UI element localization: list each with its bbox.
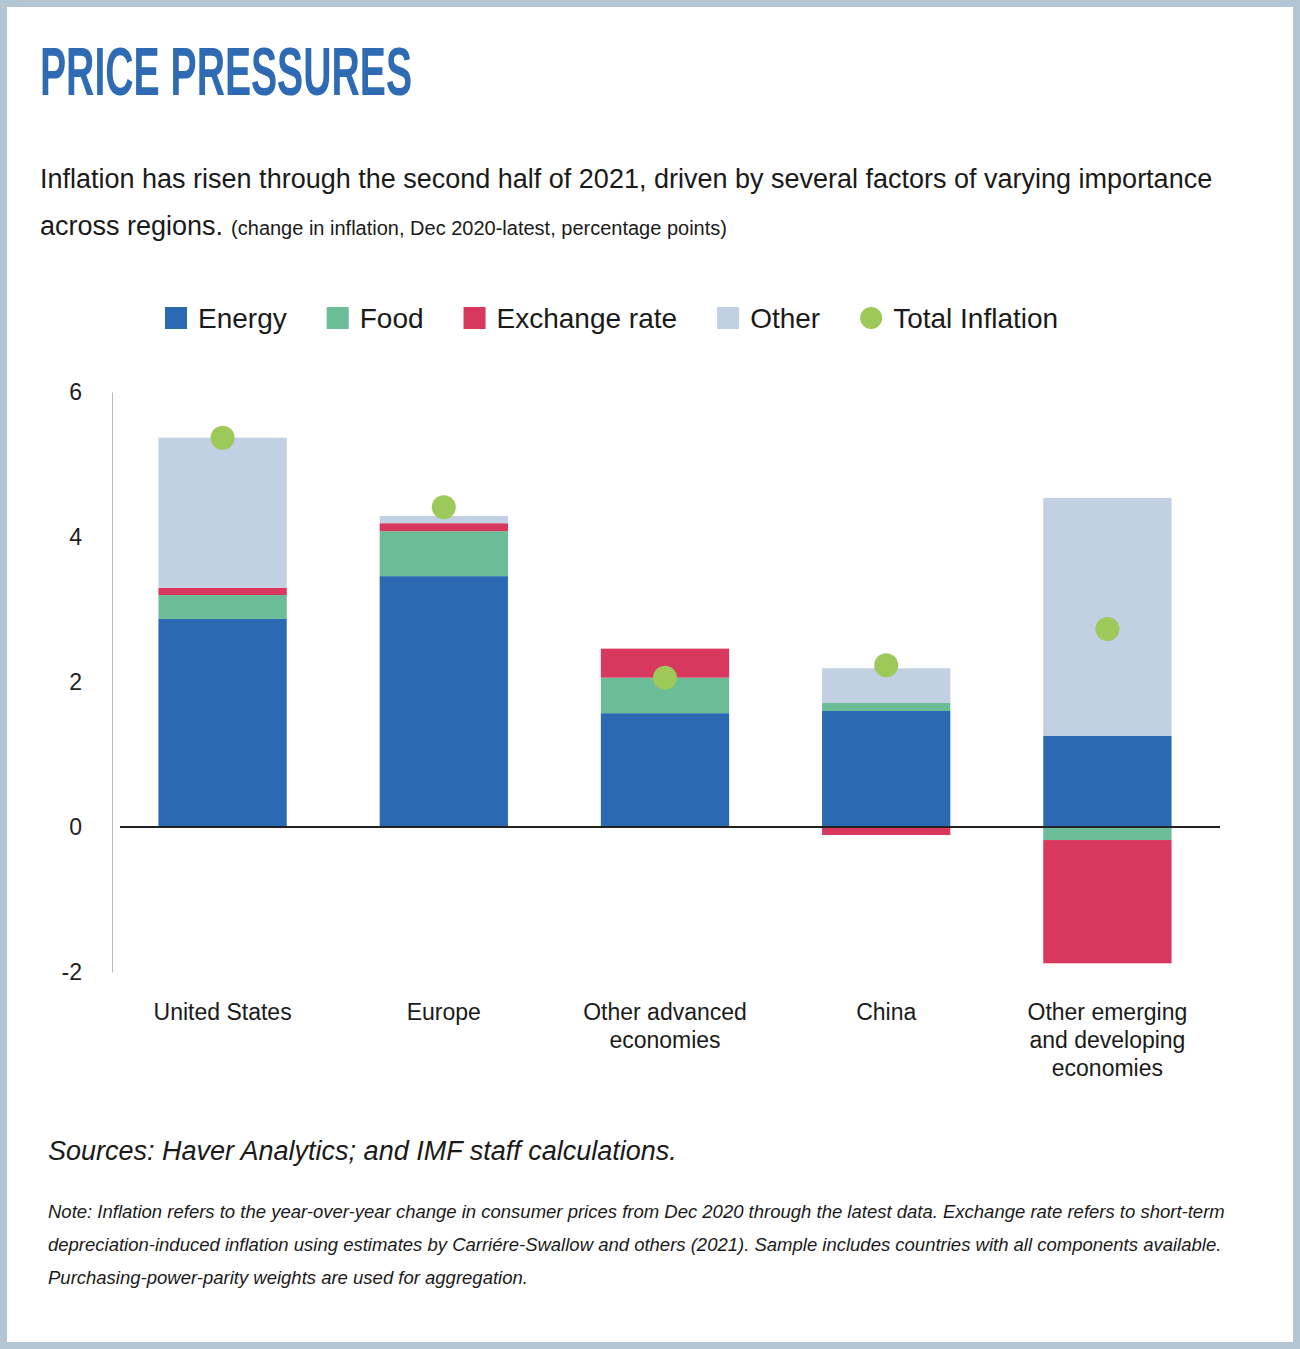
bar — [822, 827, 950, 835]
legend-swatch — [165, 307, 187, 329]
legend-swatch — [860, 307, 882, 329]
text-line: China — [856, 999, 916, 1025]
bar — [158, 595, 286, 619]
y-tick: 4 — [69, 524, 112, 550]
chart-root: PRICE PRESSURES Inflation has risen throu… — [0, 0, 1300, 1349]
text-line: Purchasing-power-parity weights are used… — [48, 1267, 528, 1288]
bar — [1043, 498, 1171, 736]
legend-item: Food — [327, 303, 424, 334]
text-line: economies — [1052, 1055, 1163, 1081]
bar — [822, 703, 950, 711]
bar — [1043, 840, 1171, 963]
point — [874, 653, 898, 677]
bar — [158, 588, 286, 595]
bar — [601, 713, 729, 827]
legend-item: Energy — [165, 303, 287, 334]
text-line: United States — [154, 999, 292, 1025]
legend-label: Energy — [198, 303, 287, 334]
chart-title: PRICE PRESSURES — [40, 33, 412, 109]
bar — [380, 576, 508, 827]
text-line: economies — [609, 1027, 720, 1053]
x-tick: China — [856, 999, 916, 1025]
legend-swatch — [327, 307, 349, 329]
y-tick-label: 2 — [69, 669, 82, 695]
y-tick-label: 4 — [69, 524, 82, 550]
legend-item: Exchange rate — [464, 303, 678, 334]
text-line: and developing — [1029, 1027, 1185, 1053]
point — [653, 666, 677, 690]
y-tick: 0 — [69, 814, 112, 840]
y-tick: 6 — [69, 379, 112, 405]
y-axis: -2 0 2 4 6 — [62, 379, 113, 985]
text-line: Europe — [407, 999, 481, 1025]
bar — [158, 619, 286, 827]
frame-panel — [7, 7, 1293, 1342]
text-line: across regions. — [40, 211, 223, 241]
legend-label: Total Inflation — [893, 303, 1058, 334]
zero-line — [120, 826, 1220, 828]
point — [1095, 617, 1119, 641]
y-axis-title: (change in inflation, Dec 2020-latest, p… — [231, 217, 727, 239]
frame-border — [0, 0, 1300, 1349]
bar — [1043, 827, 1171, 840]
legend-label: Other — [750, 303, 820, 334]
legend-label: Exchange rate — [497, 303, 678, 334]
point — [432, 495, 456, 519]
legend-item: Other — [717, 303, 820, 334]
legend: Energy Food Exchange rate Other Total Inflat… — [165, 303, 1058, 334]
x-tick: Other emergingand developingeconomies — [1027, 999, 1187, 1081]
x-tick: United States — [154, 999, 292, 1025]
bar — [380, 523, 508, 531]
chart-subtitle: Inflation has risen through the second h… — [40, 164, 1212, 241]
plot-area — [158, 438, 1171, 964]
y-tick-label: -2 — [62, 959, 82, 985]
x-tick-label: Other advancedeconomies — [583, 999, 747, 1053]
points — [211, 426, 1120, 690]
y-tick: -2 — [62, 959, 112, 985]
x-tick-label: Other emergingand developingeconomies — [1027, 999, 1187, 1081]
x-tick-label: United States — [154, 999, 292, 1025]
legend-item: Total Inflation — [860, 303, 1058, 334]
bar-series — [158, 531, 1171, 840]
text-line: Note: Inflation refers to the year-over-… — [48, 1201, 1225, 1222]
bar-series — [158, 523, 1171, 963]
y-axis-line — [112, 393, 113, 973]
x-tick: Other advancedeconomies — [583, 999, 747, 1053]
legend-swatch — [717, 307, 739, 329]
x-axis: United StatesEuropeOther advancedeconomi… — [154, 999, 1188, 1081]
x-tick-label: Europe — [407, 999, 481, 1025]
text-line: Other advanced — [583, 999, 747, 1025]
source: Sources: Haver Analytics; and IMF staff … — [48, 1136, 677, 1166]
note: Note: Inflation refers to the year-over-… — [48, 1201, 1225, 1288]
bar — [380, 531, 508, 576]
bar — [158, 438, 286, 588]
y-tick-label: 6 — [69, 379, 82, 405]
y-tick-label: 0 — [69, 814, 82, 840]
bar-series — [158, 576, 1171, 827]
y-tick: 2 — [69, 669, 112, 695]
x-tick-label: China — [856, 999, 916, 1025]
bar — [1043, 736, 1171, 827]
bar-series — [158, 438, 1171, 736]
text-line: depreciation-induced inflation using est… — [48, 1234, 1221, 1255]
text-line: Other emerging — [1027, 999, 1187, 1025]
x-tick: Europe — [407, 999, 481, 1025]
bar — [822, 711, 950, 827]
legend-label: Food — [360, 303, 424, 334]
text-line: Inflation has risen through the second h… — [40, 164, 1212, 194]
point — [211, 426, 235, 450]
legend-swatch — [464, 307, 486, 329]
